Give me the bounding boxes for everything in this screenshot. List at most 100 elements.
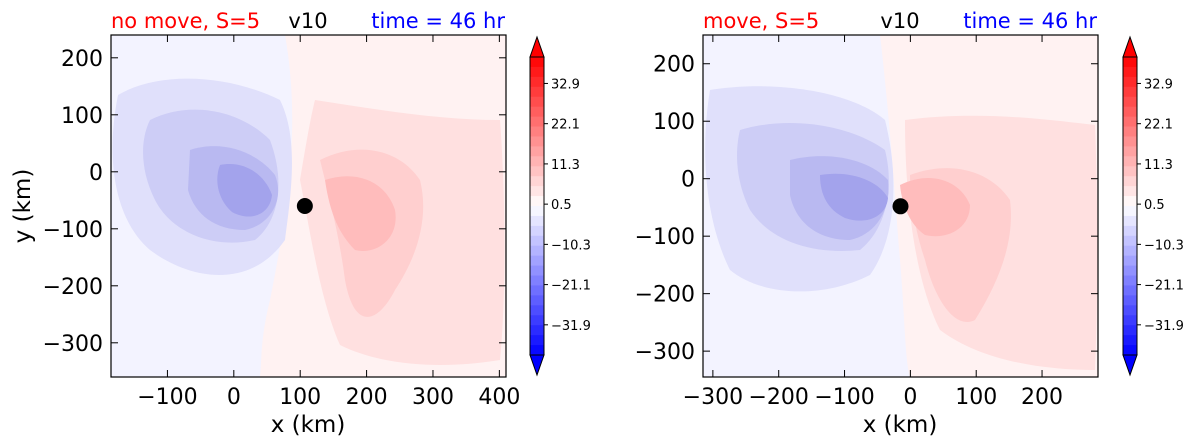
colorbar: 32.9 22.1 11.3 0.5 −10.3 −21.1 −31.9 [1122,35,1184,377]
colorbar-level [1123,305,1137,316]
colorbar-extend-min [529,354,545,377]
colorbar: 32.9 22.1 11.3 0.5 −10.3 −21.1 −31.9 [529,35,591,377]
colorbar-level [1123,325,1137,336]
colorbar-level [530,255,544,267]
colorbar-level [1123,215,1137,227]
colorbar-level [530,76,544,88]
y-tick-label: −100 [635,225,695,250]
x-tick-label: −100 [137,385,197,410]
x-tick-label: 300 [412,385,454,410]
colorbar-level [530,235,544,247]
plot-frame [702,34,1099,378]
title-right: time = 46 hr [371,9,505,33]
title-left: move, S=5 [703,9,819,33]
colorbar-level [1123,96,1137,108]
colorbar-level [1123,255,1137,267]
colorbar-level [1123,166,1137,177]
colorbar-level [530,116,544,128]
colorbar-level [530,186,544,197]
colorbar-level [530,295,544,306]
title-center: v10 [880,9,919,33]
x-tick-label: 0 [903,385,917,410]
colorbar-level [530,66,544,78]
panel-no-move: no move, S=5 v10 time = 46 hr −100 0 100 20… [10,9,591,438]
colorbar-tick-label: −10.3 [551,238,591,253]
colorbar-level [1123,206,1137,217]
colorbar-level [530,176,544,187]
colorbar-extend-max [1122,35,1138,58]
y-tick-label: 200 [61,47,103,72]
colorbar-tick-label: 11.3 [1144,158,1173,173]
y-tick-label: 100 [653,110,695,135]
colorbar-tick-label: −21.1 [551,279,591,294]
colorbar-level [530,215,544,227]
colorbar-extend-min [1122,354,1138,377]
x-tick-label: −200 [748,385,808,410]
colorbar-level [530,305,544,316]
x-tick-label: 100 [279,385,321,410]
colorbar-level [530,345,544,356]
colorbar-frame [1122,56,1138,356]
colorbar-level [1123,146,1137,157]
colorbar-level [530,245,544,257]
x-axis-label: x (km) [271,412,346,438]
colorbar-level [530,225,544,237]
colorbar-level [1123,285,1137,296]
x-tick-label: 100 [955,385,997,410]
colorbar-level [1123,275,1137,287]
storm-center-marker [296,198,313,214]
colorbar-level [1123,295,1137,306]
title-center: v10 [288,9,327,33]
colorbar-level [530,86,544,98]
colorbar-level [1123,245,1137,257]
panel-move: move, S=5 v10 time = 46 hr −300 −200 −100 0… [635,9,1184,438]
colorbar-level [530,335,544,346]
colorbar-tick-label: −10.3 [1144,238,1184,253]
x-tick-label: 200 [346,385,388,410]
colorbar-level [530,146,544,157]
colorbar-level [1123,345,1137,356]
y-tick-label: 200 [653,53,695,78]
colorbar-level [1123,186,1137,197]
colorbar-level [530,206,544,217]
plot-frame [110,34,507,378]
colorbar-level [1123,136,1137,147]
colorbar-level [530,315,544,326]
title-left: no move, S=5 [111,9,260,33]
y-tick-label: 0 [89,161,103,186]
colorbar-level [530,106,544,118]
x-tick-label: 0 [227,385,241,410]
x-tick-label: −300 [683,385,743,410]
colorbar-extend-max [529,35,545,58]
y-tick-label: −200 [635,283,695,308]
colorbar-level [1123,176,1137,187]
colorbar-frame [529,56,545,356]
x-tick-label: 200 [1021,385,1063,410]
contour-field [703,35,1098,377]
title-right: time = 46 hr [963,9,1097,33]
colorbar-level [530,156,544,167]
colorbar-level [1123,315,1137,326]
y-tick-label: −100 [43,218,103,243]
colorbar-tick-label: −31.9 [551,319,591,334]
y-tick-label: 100 [61,104,103,129]
colorbar-level [530,285,544,296]
colorbar-tick-label: 0.5 [551,198,572,213]
colorbar-level [1123,156,1137,167]
colorbar-tick-label: 22.1 [551,118,580,133]
colorbar-level [1123,66,1137,78]
colorbar-tick-label: 0.5 [1144,198,1165,213]
colorbar-level [530,325,544,336]
colorbar-level [530,196,544,207]
colorbar-level [530,136,544,147]
x-axis-label: x (km) [863,412,938,438]
colorbar-tick-label: −21.1 [1144,279,1184,294]
colorbar-tick-label: 32.9 [551,77,580,92]
colorbar-level [1123,76,1137,88]
colorbar-level [530,275,544,287]
colorbar-level [1123,265,1137,277]
colorbar-level [1123,57,1137,68]
colorbar-level [1123,335,1137,346]
